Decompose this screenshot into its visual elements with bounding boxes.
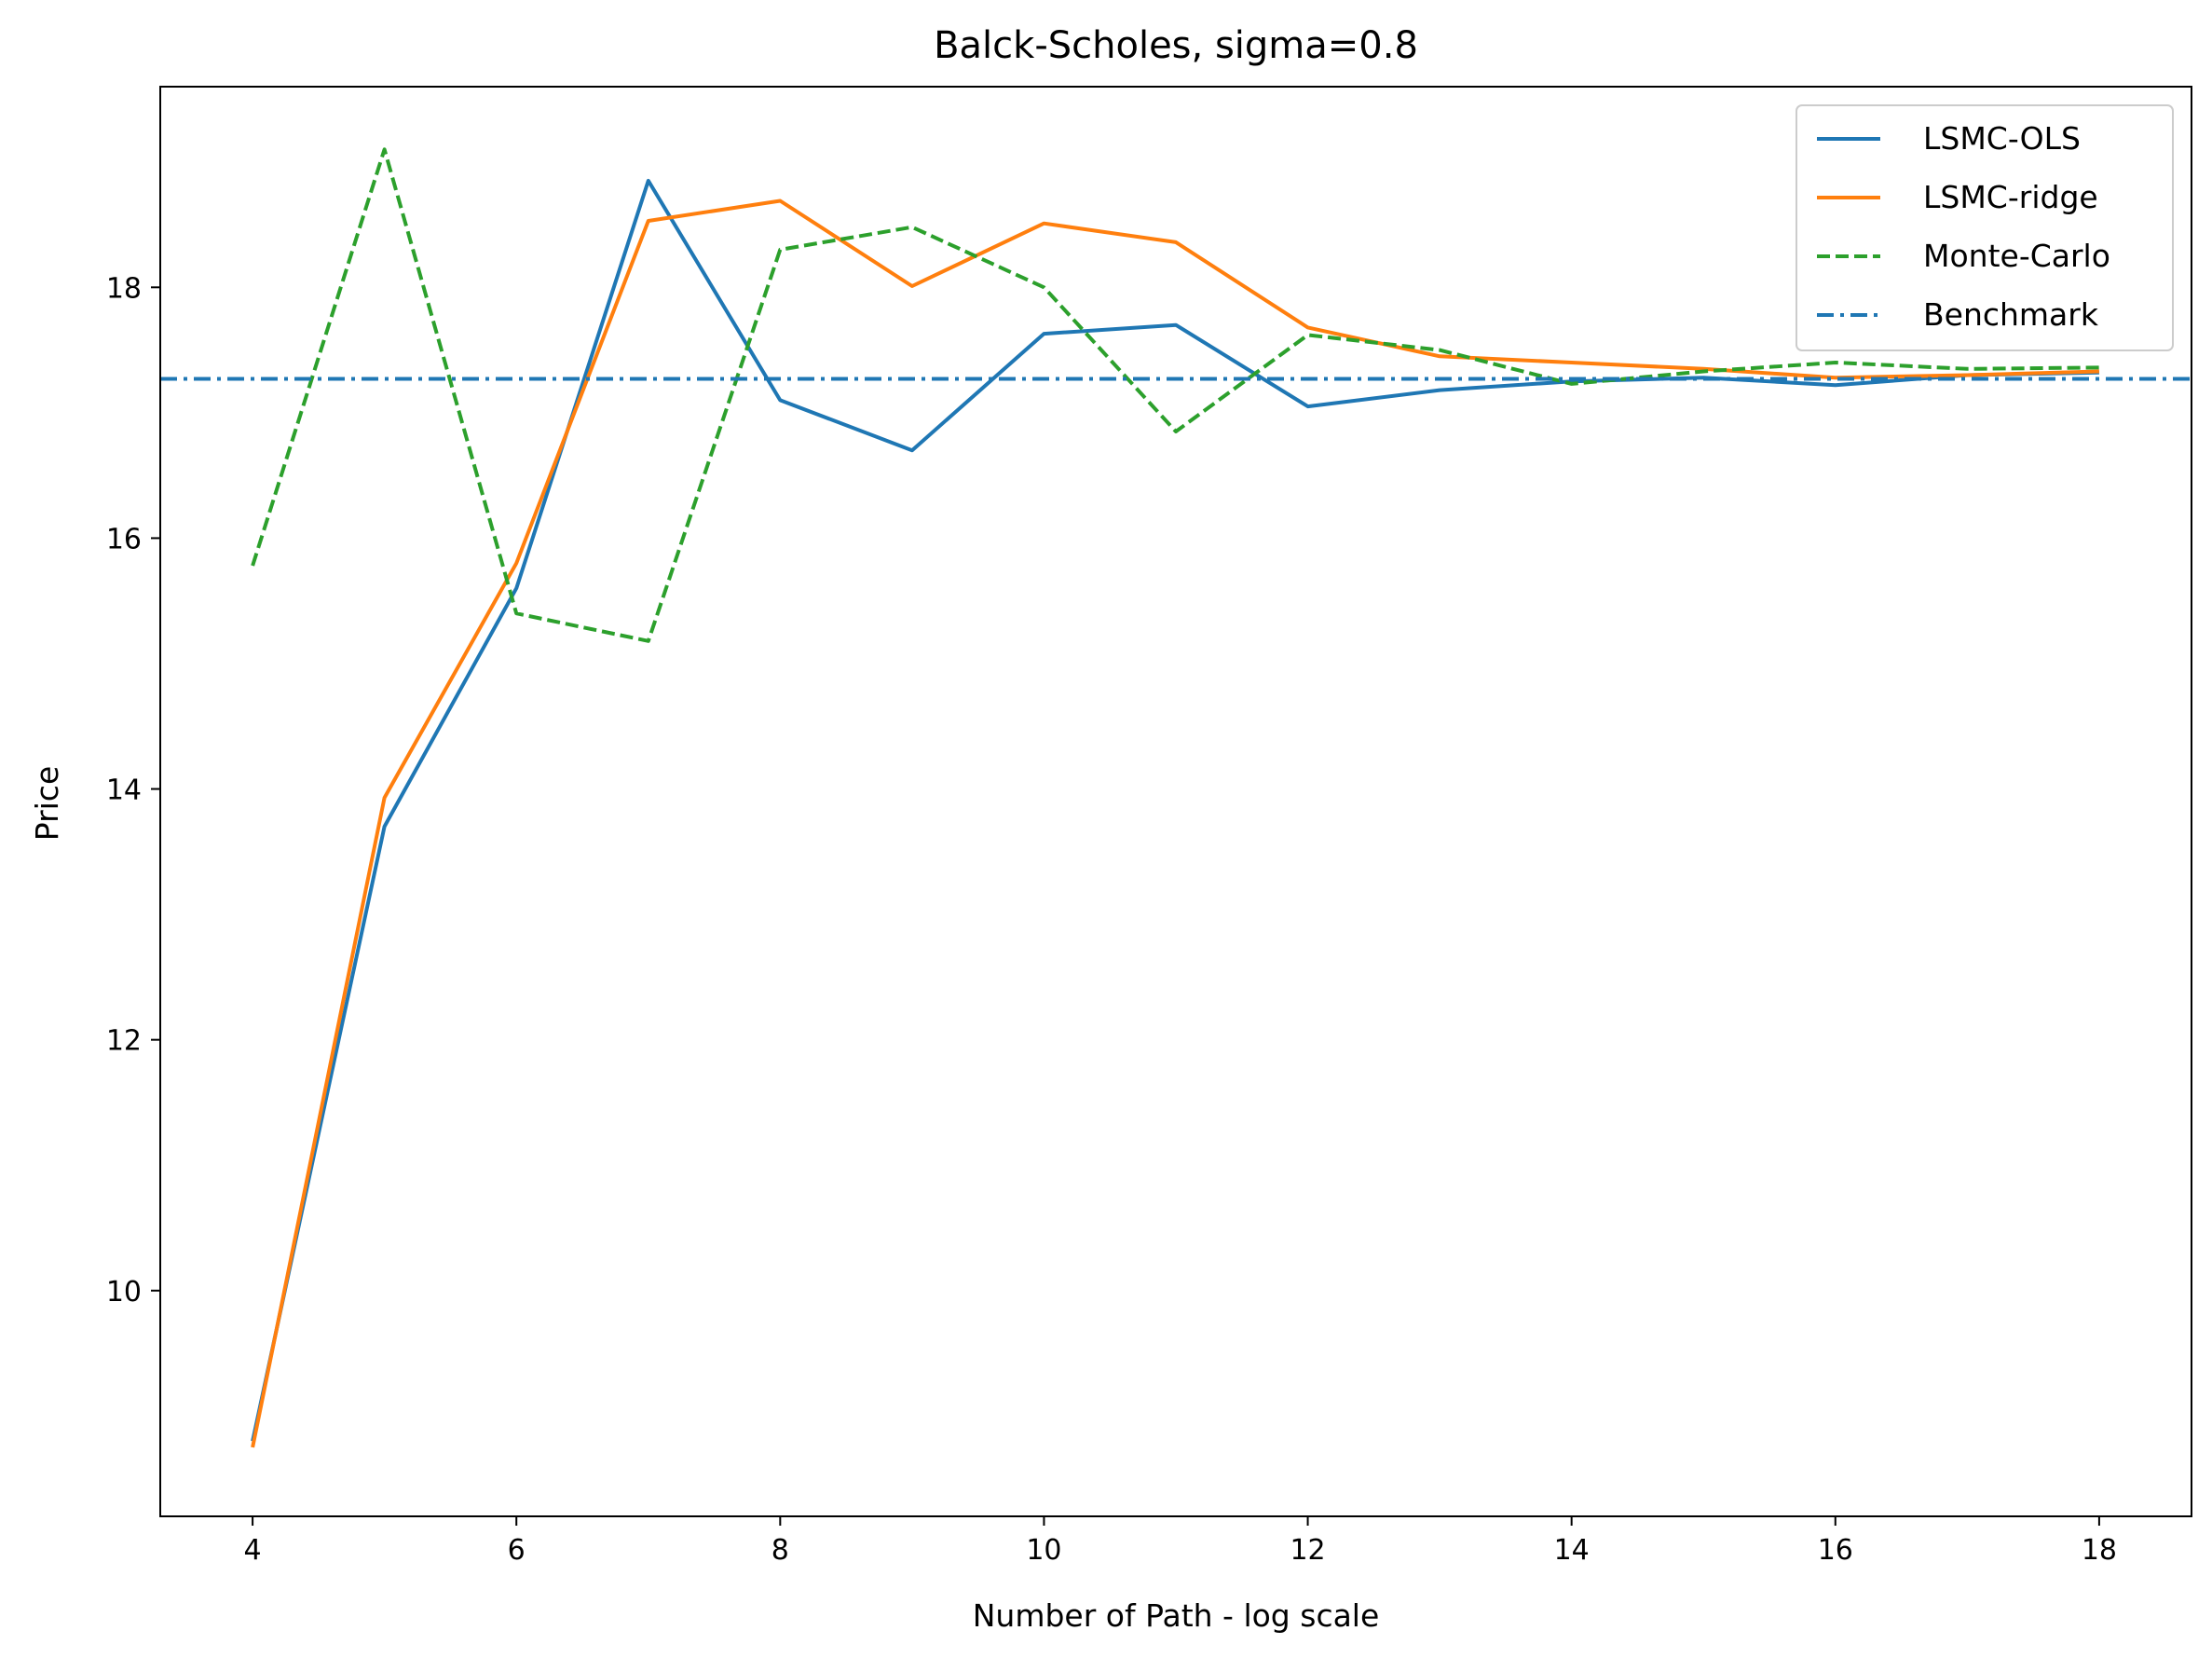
y-tick-label-2: 12 xyxy=(106,1025,142,1058)
legend-label-4: Benchmark xyxy=(1923,296,2099,333)
y-tick-label-1: 10 xyxy=(106,1276,142,1309)
y-tick-label-3: 14 xyxy=(106,774,142,807)
x-tick-label-5: 12 xyxy=(1290,1534,1325,1567)
x-tick-label-6: 14 xyxy=(1554,1534,1590,1567)
x-tick-label-3: 8 xyxy=(771,1534,789,1567)
x-tick-label-1: 4 xyxy=(244,1534,262,1567)
legend-box xyxy=(1796,104,2174,351)
legend: LSMC-OLS LSMC-ridge Monte-Carlo Benchmark xyxy=(1796,104,2174,351)
series-line-2 xyxy=(251,199,2099,1448)
x-tick-label-8: 18 xyxy=(2082,1534,2117,1567)
y-tick-label-4: 16 xyxy=(106,523,142,555)
plot-area xyxy=(160,147,2192,1448)
x-tick-label-7: 16 xyxy=(1818,1534,1853,1567)
axes-frame xyxy=(159,86,2192,1517)
axes: 4 6 8 10 12 14 16 18 10 12 14 16 18 xyxy=(106,86,2192,1567)
chart-title: Balck-Scholes, sigma=0.8 xyxy=(934,24,1418,67)
y-tick-label-5: 18 xyxy=(106,272,142,305)
legend-label-1: LSMC-OLS xyxy=(1923,120,2081,157)
legend-label-3: Monte-Carlo xyxy=(1923,238,2110,274)
y-axis-label: Price xyxy=(29,766,65,842)
x-tick-label-2: 6 xyxy=(508,1534,526,1567)
series-line-3 xyxy=(251,147,2099,643)
legend-label-2: LSMC-ridge xyxy=(1923,179,2098,215)
x-tick-label-4: 10 xyxy=(1026,1534,1061,1567)
x-axis-label: Number of Path - log scale xyxy=(973,1597,1380,1634)
